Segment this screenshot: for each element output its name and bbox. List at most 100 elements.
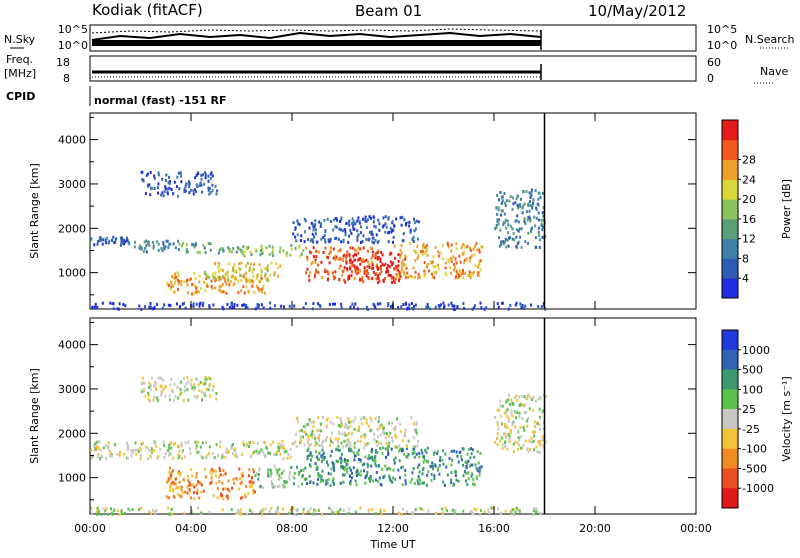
data-cell	[260, 509, 262, 513]
data-cell	[391, 228, 394, 232]
data-cell	[422, 242, 425, 246]
data-cell	[218, 445, 221, 449]
data-cell	[245, 285, 248, 289]
data-cell	[366, 470, 369, 474]
data-cell	[383, 277, 386, 280]
data-cell	[418, 470, 421, 474]
data-cell	[535, 445, 538, 449]
data-cell	[542, 409, 545, 413]
data-cell	[514, 425, 517, 429]
data-cell	[271, 483, 274, 487]
data-cell	[314, 219, 317, 223]
data-cell	[134, 240, 136, 244]
data-cell	[341, 432, 344, 436]
data-cell	[126, 239, 129, 243]
data-cell	[423, 458, 426, 462]
data-cell	[196, 250, 199, 254]
data-cell	[349, 228, 352, 232]
data-cell	[202, 173, 204, 177]
data-cell	[494, 227, 497, 231]
data-cell	[183, 455, 186, 459]
data-cell	[521, 211, 524, 215]
data-cell	[361, 217, 364, 221]
data-cell	[183, 188, 186, 192]
data-cell	[276, 470, 279, 474]
data-cell	[348, 276, 351, 280]
data-cell	[193, 272, 196, 275]
data-cell	[378, 279, 381, 283]
data-cell	[417, 237, 419, 241]
data-cell	[108, 239, 111, 243]
data-cell	[267, 468, 270, 472]
data-cell	[367, 238, 370, 242]
data-cell	[397, 273, 400, 277]
data-cell	[171, 388, 173, 392]
data-cell	[144, 305, 146, 309]
data-cell	[186, 250, 189, 254]
data-cell	[230, 508, 233, 511]
data-cell	[286, 456, 289, 460]
data-cell	[367, 424, 370, 428]
data-cell	[396, 417, 398, 421]
data-cell	[166, 282, 168, 285]
data-cell	[225, 282, 228, 286]
data-cell	[319, 422, 322, 426]
cpid-label: CPID	[6, 90, 35, 103]
data-cell	[210, 480, 213, 484]
data-cell	[184, 185, 187, 189]
data-cell	[442, 257, 445, 261]
data-cell	[395, 445, 398, 449]
data-cell	[243, 303, 245, 307]
data-cell	[253, 262, 256, 266]
data-cell	[184, 490, 186, 494]
data-cell	[233, 305, 236, 309]
colorbar-frame	[721, 119, 739, 299]
data-cell	[413, 455, 416, 459]
data-cell	[499, 511, 502, 515]
data-cell	[200, 483, 203, 487]
data-cell	[126, 443, 129, 447]
data-cell	[270, 506, 273, 510]
data-cell	[529, 447, 532, 451]
data-cell	[316, 429, 319, 432]
data-cell	[354, 416, 357, 420]
data-cell	[144, 192, 147, 196]
data-cell	[233, 270, 236, 274]
data-cell	[288, 511, 291, 515]
data-cell	[97, 510, 100, 514]
data-cell	[300, 469, 302, 473]
data-cell	[355, 474, 358, 478]
data-cell	[479, 268, 482, 272]
data-cell	[443, 304, 446, 308]
data-cell	[110, 507, 112, 511]
data-cell	[250, 485, 253, 489]
data-cell	[348, 219, 351, 223]
data-cell	[517, 447, 520, 451]
data-cell	[252, 468, 255, 472]
data-cell	[240, 289, 243, 293]
data-cell	[239, 476, 242, 480]
data-cell	[228, 262, 231, 266]
data-cell	[344, 465, 346, 469]
data-cell	[405, 445, 408, 448]
data-cell	[323, 218, 326, 222]
data-cell	[123, 452, 126, 456]
data-cell	[221, 305, 224, 309]
data-cell	[360, 417, 363, 421]
data-cell	[217, 275, 220, 279]
data-cell	[150, 187, 153, 191]
data-cell	[204, 251, 207, 255]
data-cell	[212, 384, 215, 388]
colorbar-label: Velocity [m s⁻¹]	[780, 376, 793, 461]
data-cell	[157, 171, 160, 175]
data-cell	[348, 223, 351, 227]
data-cell	[118, 307, 120, 311]
data-cell	[500, 201, 503, 205]
data-cell	[348, 507, 351, 511]
data-cell	[212, 303, 215, 307]
data-cell	[180, 280, 183, 283]
data-cell	[384, 464, 387, 468]
data-cell	[513, 508, 515, 512]
data-cell	[532, 202, 535, 205]
data-cell	[332, 228, 335, 232]
